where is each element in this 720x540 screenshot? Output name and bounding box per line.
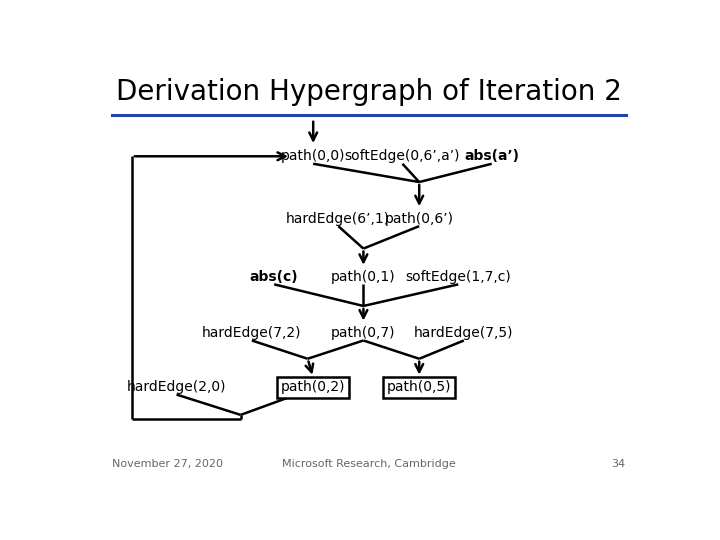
Text: abs(a’): abs(a’) [464,149,519,163]
Text: hardEdge(7,2): hardEdge(7,2) [202,326,302,340]
Text: Microsoft Research, Cambridge: Microsoft Research, Cambridge [282,459,456,469]
Text: hardEdge(6’,1): hardEdge(6’,1) [287,212,390,226]
Text: 34: 34 [611,459,626,469]
Text: path(0,1): path(0,1) [331,270,396,284]
Text: November 27, 2020: November 27, 2020 [112,459,223,469]
Text: hardEdge(2,0): hardEdge(2,0) [127,380,226,394]
Text: path(0,7): path(0,7) [331,326,396,340]
Text: Derivation Hypergraph of Iteration 2: Derivation Hypergraph of Iteration 2 [116,78,622,106]
Text: hardEdge(7,5): hardEdge(7,5) [414,326,513,340]
Text: abs(c): abs(c) [250,270,299,284]
Text: path(0,0): path(0,0) [281,149,346,163]
Text: path(0,2): path(0,2) [281,380,346,394]
Text: path(0,6’): path(0,6’) [384,212,454,226]
Text: softEdge(1,7,c): softEdge(1,7,c) [405,270,511,284]
Text: softEdge(0,6’,a’): softEdge(0,6’,a’) [345,149,460,163]
Text: path(0,5): path(0,5) [387,380,451,394]
